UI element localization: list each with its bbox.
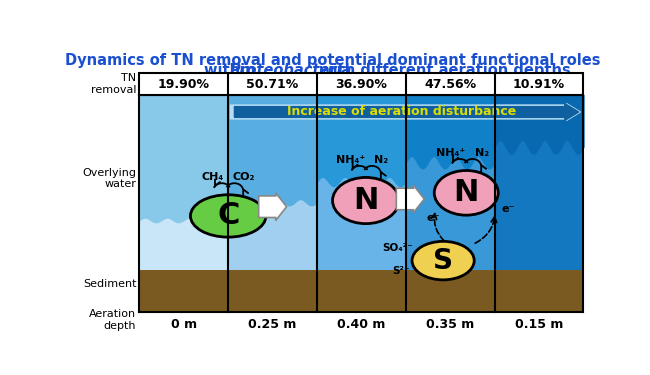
Text: N₂: N₂ xyxy=(474,148,489,158)
Ellipse shape xyxy=(333,177,399,224)
Text: 0.15 m: 0.15 m xyxy=(515,318,564,331)
Bar xyxy=(495,95,584,312)
Text: S: S xyxy=(433,247,453,274)
Text: e⁻: e⁻ xyxy=(501,204,515,214)
Text: Aeration
depth: Aeration depth xyxy=(89,309,136,331)
Text: C: C xyxy=(217,201,239,231)
Text: 36.90%: 36.90% xyxy=(335,78,387,91)
Text: Dynamics of TN removal and potential dominant functional roles: Dynamics of TN removal and potential dom… xyxy=(66,53,601,68)
Text: 0.35 m: 0.35 m xyxy=(426,318,474,331)
Text: S²⁻: S²⁻ xyxy=(393,266,410,276)
Ellipse shape xyxy=(434,171,498,215)
Bar xyxy=(139,74,584,95)
Text: NH₄⁺: NH₄⁺ xyxy=(436,148,465,158)
Ellipse shape xyxy=(412,242,474,280)
Ellipse shape xyxy=(190,195,266,237)
Text: N: N xyxy=(454,178,479,207)
Text: 19.90%: 19.90% xyxy=(158,78,210,91)
Text: e⁻: e⁻ xyxy=(426,213,440,223)
Text: Sediment: Sediment xyxy=(83,279,136,289)
Text: 0.40 m: 0.40 m xyxy=(337,318,385,331)
Text: NH₄⁺: NH₄⁺ xyxy=(335,155,365,165)
Text: TN
removal: TN removal xyxy=(91,74,136,95)
Text: 10.91%: 10.91% xyxy=(513,78,565,91)
Text: 50.71%: 50.71% xyxy=(246,78,299,91)
FancyArrow shape xyxy=(396,185,424,213)
Bar xyxy=(317,95,406,312)
Text: CH₄: CH₄ xyxy=(202,172,224,182)
FancyArrow shape xyxy=(259,193,287,220)
Text: 0 m: 0 m xyxy=(171,318,197,331)
Text: Increase of aeration disturbance: Increase of aeration disturbance xyxy=(287,105,516,118)
Text: 0.25 m: 0.25 m xyxy=(248,318,297,331)
Bar xyxy=(139,95,228,312)
Text: CO₂: CO₂ xyxy=(233,172,255,182)
Text: N₂: N₂ xyxy=(374,155,389,165)
Text: 47.56%: 47.56% xyxy=(424,78,476,91)
Text: with different aeration depths: with different aeration depths xyxy=(314,63,571,78)
Text: within: within xyxy=(203,63,266,78)
Text: Proteobacteria: Proteobacteria xyxy=(230,63,352,78)
FancyArrow shape xyxy=(231,104,580,120)
Bar xyxy=(139,270,584,312)
Text: SO₄²⁻: SO₄²⁻ xyxy=(383,243,413,253)
Text: N: N xyxy=(353,186,378,215)
Bar xyxy=(228,95,317,312)
FancyArrow shape xyxy=(235,104,578,120)
Bar xyxy=(406,95,495,312)
Text: Overlying
water: Overlying water xyxy=(83,168,136,189)
